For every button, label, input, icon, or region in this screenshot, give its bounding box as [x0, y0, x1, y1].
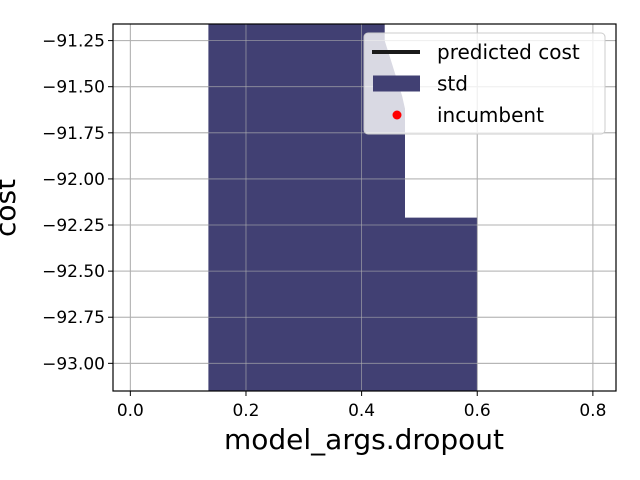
axes-frame — [112, 23, 617, 392]
x-axis-label: model_args.dropout — [224, 423, 504, 456]
legend-patch-swatch — [373, 75, 420, 92]
y-tick-label: −92.50 — [42, 262, 105, 282]
y-axis: −91.25 −91.50 −91.75 −92.00 −92.25 −92.50 −92.… — [42, 32, 113, 374]
y-tick-label: −92.75 — [42, 308, 105, 328]
std-area — [208, 24, 478, 391]
x-tick-label: 0.0 — [117, 401, 144, 421]
y-tick-label: −92.25 — [42, 216, 105, 236]
y-tick-label: −91.50 — [42, 78, 105, 98]
y-tick-label: −92.00 — [42, 170, 105, 190]
legend-label: predicted cost — [437, 40, 580, 64]
legend-label: incumbent — [437, 103, 544, 127]
x-tick-label: 0.2 — [232, 401, 259, 421]
x-tick-label: 0.8 — [579, 401, 606, 421]
legend-label: std — [437, 72, 468, 96]
y-tick-label: −93.00 — [42, 354, 105, 374]
x-tick-label: 0.6 — [464, 401, 491, 421]
legend: predicted cost std incumbent — [363, 32, 606, 135]
x-axis: 0.0 0.2 0.4 0.6 0.8 — [117, 391, 606, 421]
y-tick-label: −91.25 — [42, 32, 105, 52]
legend-marker-swatch — [392, 110, 402, 120]
legend-box — [363, 32, 606, 135]
y-axis-label: cost — [0, 179, 22, 237]
y-tick-label: −91.75 — [42, 124, 105, 144]
x-tick-label: 0.4 — [348, 401, 375, 421]
